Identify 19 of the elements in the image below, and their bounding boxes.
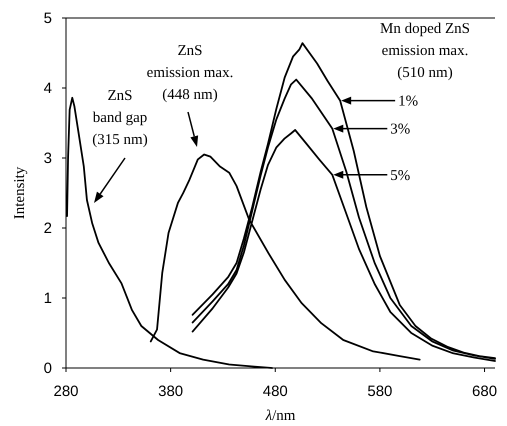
annotation: ZnS band gap (315 nm) bbox=[92, 88, 148, 148]
y-tick-label: 5 bbox=[44, 10, 52, 27]
y-tick-label: 3 bbox=[44, 150, 52, 167]
y-axis-title: Intensity bbox=[12, 166, 28, 220]
annotation: ZnS emission max. (448 nm) bbox=[146, 43, 234, 103]
y-tick-label: 4 bbox=[44, 80, 52, 97]
y-tick-label: 1 bbox=[44, 290, 52, 307]
legend-label: 1% bbox=[398, 94, 418, 110]
x-tick-label: 280 bbox=[53, 383, 79, 400]
legend-label: 5% bbox=[390, 168, 410, 184]
y-tick-label: 2 bbox=[44, 220, 52, 237]
y-tick-label: 0 bbox=[44, 360, 52, 377]
x-axis-title: λ/nm bbox=[264, 408, 296, 424]
x-tick-label: 480 bbox=[262, 383, 288, 400]
annotation: Mn doped ZnS emission max. (510 nm) bbox=[380, 21, 470, 81]
x-tick-label: 380 bbox=[158, 383, 184, 400]
x-tick-label: 580 bbox=[367, 383, 392, 400]
legend-label: 3% bbox=[390, 122, 410, 138]
x-tick-label: 680 bbox=[472, 383, 498, 400]
